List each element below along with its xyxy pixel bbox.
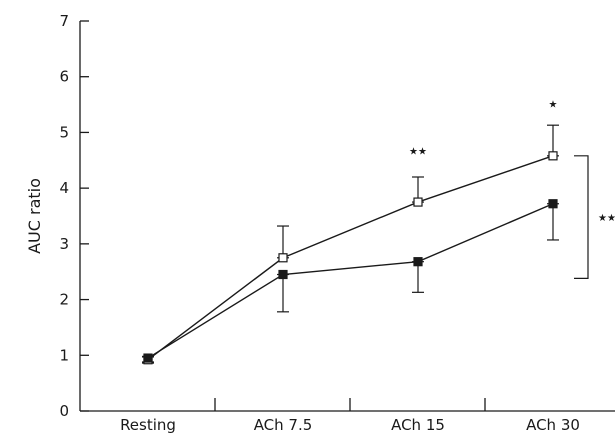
point-filled-square [143,353,153,363]
y-tick-label: 2 [59,291,69,309]
bracket-stars: ★★ [598,213,615,224]
x-tick-label: ACh 15 [391,416,445,434]
axes: 0 1 2 3 4 5 6 7 Resting ACh 7.5 ACh 15 ACh 30 [59,12,615,434]
series-lines [147,155,554,361]
y-tick-label: 1 [59,346,69,364]
series-line [147,203,554,359]
annotations: ★★★★★ [409,99,615,279]
significance-stars: ★★ [409,147,427,158]
error-bars [142,124,559,364]
y-tick-label: 3 [59,235,69,253]
point-filled-square [548,199,558,209]
point-open-square [413,197,423,207]
y-tick-label: 4 [59,179,69,197]
series-markers [143,151,558,365]
point-open-square [278,253,288,263]
point-filled-square [278,269,288,280]
series-line [147,155,554,361]
y-tick-label: 5 [59,123,69,141]
significance-bracket [574,155,589,279]
x-tick-label: ACh 30 [526,416,580,434]
point-filled-square [413,257,423,267]
y-tick-label: 7 [59,12,69,30]
point-open-square [548,151,558,161]
x-tick-label: Resting [120,416,176,434]
significance-stars: ★ [549,99,558,110]
y-tick-label: 6 [59,68,69,86]
y-axis-label: AUC ratio [25,178,44,254]
x-tick-label: ACh 7.5 [254,416,313,434]
y-tick-label: 0 [59,402,69,420]
